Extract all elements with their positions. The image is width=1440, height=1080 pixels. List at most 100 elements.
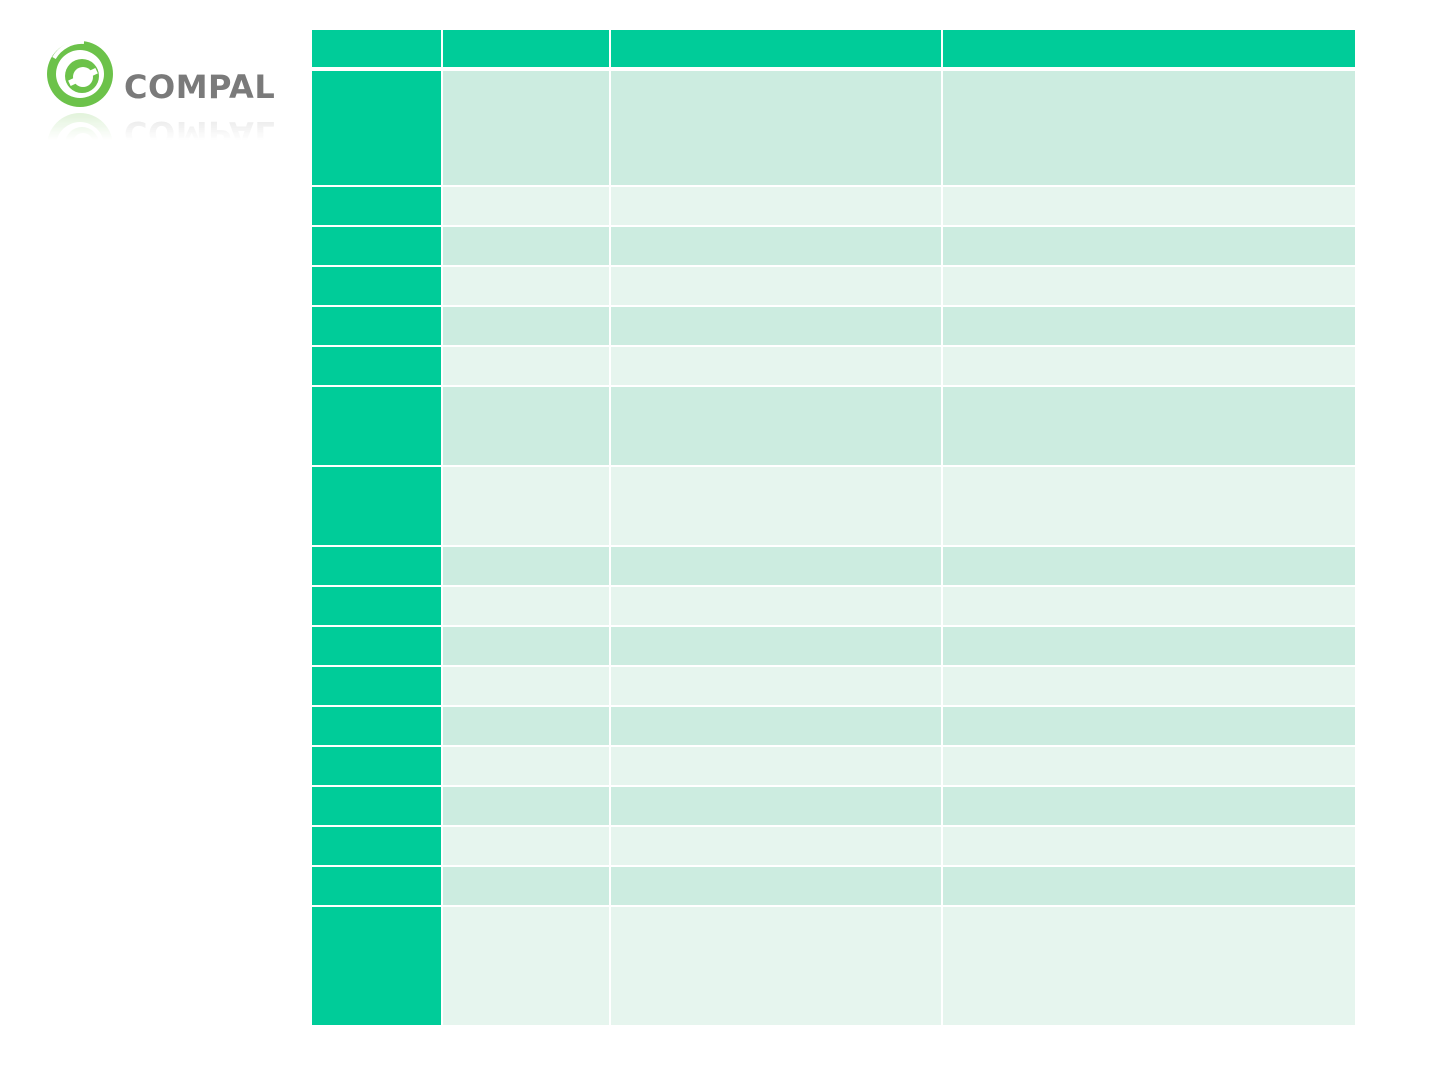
header-cell xyxy=(611,30,943,71)
logo-wordmark-reflection: COMPAL xyxy=(124,114,275,140)
row-label-cell xyxy=(312,387,443,467)
table-cell xyxy=(943,707,1355,747)
table-cell xyxy=(611,227,943,267)
table-cell xyxy=(611,387,943,467)
table-cell xyxy=(611,71,943,187)
table-row xyxy=(312,747,1355,787)
table-row xyxy=(312,867,1355,907)
table-cell xyxy=(443,707,611,747)
logo-main: COMPAL xyxy=(44,38,280,110)
table-row xyxy=(312,347,1355,387)
row-label-cell xyxy=(312,587,443,627)
table-cell xyxy=(943,787,1355,827)
table-cell xyxy=(443,227,611,267)
compal-logo-icon: COMPAL xyxy=(47,39,275,107)
table-cell xyxy=(943,307,1355,347)
table-cell xyxy=(443,307,611,347)
table-row xyxy=(312,787,1355,827)
row-label-cell xyxy=(312,787,443,827)
table-row xyxy=(312,907,1355,1025)
table-cell xyxy=(943,227,1355,267)
table-cell xyxy=(443,627,611,667)
table-cell xyxy=(443,587,611,627)
table-cell xyxy=(943,387,1355,467)
table-cell xyxy=(611,707,943,747)
table-cell xyxy=(943,547,1355,587)
table-cell xyxy=(443,547,611,587)
table-cell xyxy=(443,267,611,307)
table-row xyxy=(312,627,1355,667)
table-cell xyxy=(611,907,943,1025)
row-label-cell xyxy=(312,827,443,867)
table-cell xyxy=(443,347,611,387)
table-cell xyxy=(611,667,943,707)
table-cell xyxy=(443,867,611,907)
table-cell xyxy=(943,827,1355,867)
table-cell xyxy=(611,747,943,787)
logo-reflection: COMPAL xyxy=(44,110,280,140)
row-label-cell xyxy=(312,547,443,587)
table-row xyxy=(312,71,1355,187)
table-cell xyxy=(943,907,1355,1025)
compal-logo-reflection-icon: COMPAL xyxy=(47,113,275,140)
table-cell xyxy=(611,467,943,547)
table-cell xyxy=(443,907,611,1025)
row-label-cell xyxy=(312,227,443,267)
table-cell xyxy=(611,267,943,307)
row-label-cell xyxy=(312,71,443,187)
table-cell xyxy=(943,667,1355,707)
header-cell xyxy=(943,30,1355,71)
table-cell xyxy=(943,587,1355,627)
row-label-cell xyxy=(312,187,443,227)
table-cell xyxy=(943,867,1355,907)
table-row xyxy=(312,387,1355,467)
table-cell xyxy=(611,867,943,907)
table-cell xyxy=(943,187,1355,227)
table-cell xyxy=(943,347,1355,387)
table-cell xyxy=(611,827,943,867)
header-cell xyxy=(443,30,611,71)
table-cell xyxy=(443,787,611,827)
table-cell xyxy=(443,747,611,787)
table-cell xyxy=(943,747,1355,787)
table-cell xyxy=(611,307,943,347)
row-label-cell xyxy=(312,347,443,387)
table-cell xyxy=(443,187,611,227)
row-label-cell xyxy=(312,467,443,547)
table-cell xyxy=(611,787,943,827)
table-cell xyxy=(443,387,611,467)
table-cell xyxy=(611,547,943,587)
table-cell xyxy=(943,467,1355,547)
logo-wordmark: COMPAL xyxy=(124,68,275,106)
table-cell xyxy=(943,267,1355,307)
row-label-cell xyxy=(312,907,443,1025)
row-label-cell xyxy=(312,707,443,747)
row-label-cell xyxy=(312,867,443,907)
header-cell xyxy=(312,30,443,71)
data-table xyxy=(312,30,1355,1025)
table-cell xyxy=(443,827,611,867)
table-cell xyxy=(611,587,943,627)
table-cell xyxy=(443,467,611,547)
table-cell xyxy=(611,187,943,227)
table-cell xyxy=(611,627,943,667)
table-cell xyxy=(443,71,611,187)
table-row xyxy=(312,467,1355,547)
table-row xyxy=(312,307,1355,347)
table-row xyxy=(312,547,1355,587)
table-row xyxy=(312,187,1355,227)
table-row xyxy=(312,707,1355,747)
table-row xyxy=(312,227,1355,267)
compal-logo: COMPAL COMPAL xyxy=(44,38,280,140)
table-row xyxy=(312,587,1355,627)
row-label-cell xyxy=(312,307,443,347)
row-label-cell xyxy=(312,667,443,707)
table-cell xyxy=(943,71,1355,187)
table-row xyxy=(312,667,1355,707)
row-label-cell xyxy=(312,627,443,667)
table-cell xyxy=(611,347,943,387)
table-cell xyxy=(943,627,1355,667)
row-label-cell xyxy=(312,267,443,307)
table-row xyxy=(312,827,1355,867)
